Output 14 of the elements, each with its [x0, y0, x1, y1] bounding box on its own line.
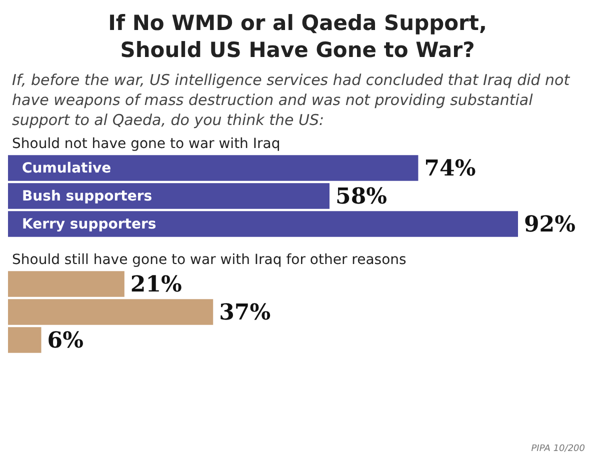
text: Should not have gone to war with Iraq — [12, 136, 282, 152]
data-label: 21% — [130, 272, 182, 298]
chart-title: If No WMD or al Qaeda Support, Should US Have Gone to War? — [107, 10, 488, 64]
y-tick-label: Kerry supporters — [22, 216, 156, 233]
text: PIPA 10/200 — [531, 444, 585, 454]
data-label: 74% — [424, 156, 476, 182]
chart-subtitle: If, before the war, US intelligence services had concluded that Iraq did not have weapons of mass destruction and was not providing substantial support to al Qaeda, do you think the US: — [12, 70, 571, 130]
data-label: 6% — [47, 328, 84, 354]
data-label: 37% — [219, 300, 271, 326]
y-tick-label: Bush supporters — [22, 188, 152, 205]
text: Should still have gone to war with Iraq for other reasons — [12, 252, 408, 268]
y-tick-label: Cumulative — [22, 160, 112, 177]
data-label: 58% — [336, 184, 388, 210]
data-label: 92% — [524, 212, 576, 238]
